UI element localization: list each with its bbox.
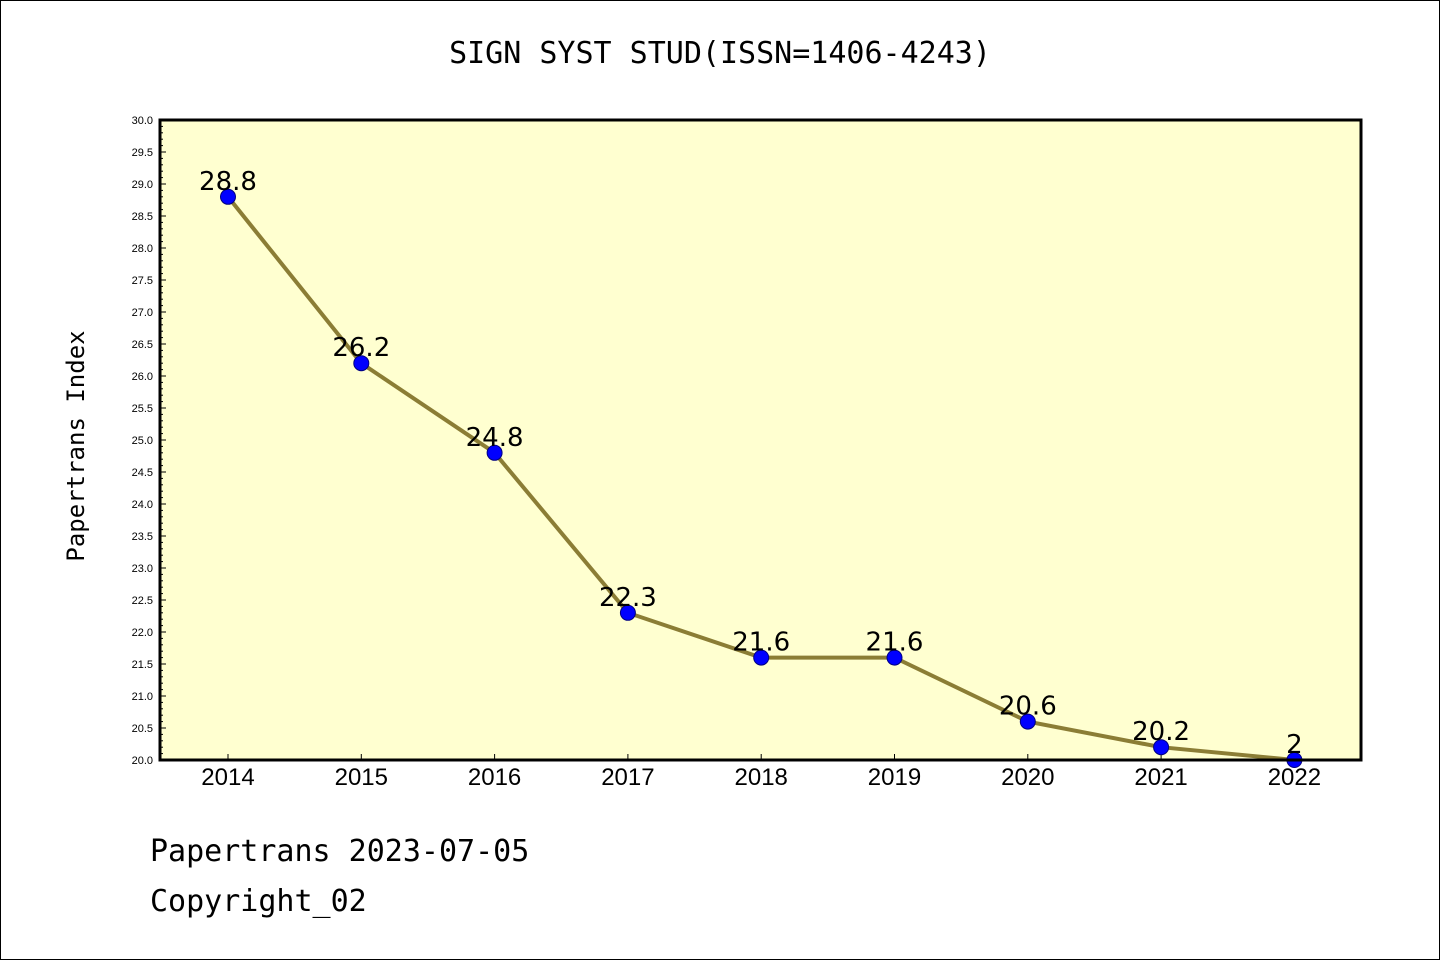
y-tick-label: 21.5 — [132, 659, 153, 671]
x-tick-label: 2014 — [201, 764, 254, 791]
y-tick-label: 23.0 — [132, 563, 153, 575]
x-tick-label: 2019 — [868, 764, 921, 791]
data-label: 20.6 — [999, 692, 1057, 722]
data-label: 21.6 — [732, 628, 790, 658]
y-tick-label: 27.0 — [132, 307, 153, 319]
y-tick-label: 26.5 — [132, 339, 153, 351]
y-tick-label: 28.5 — [132, 211, 153, 223]
data-point — [486, 444, 503, 461]
y-tick-label: 30.0 — [132, 115, 153, 127]
data-label: 2 — [1286, 730, 1303, 760]
data-point — [1019, 713, 1036, 730]
data-labels: 28.8 26.2 24.8 22.3 21.6 21.6 20.6 20.2 2 — [199, 167, 1303, 760]
x-tick-label: 2016 — [468, 764, 521, 791]
y-tick-label: 24.5 — [132, 467, 153, 479]
y-tick-label: 28.0 — [132, 243, 153, 255]
data-label: 28.8 — [199, 167, 257, 197]
data-markers — [220, 188, 1303, 768]
chart-title: SIGN SYST STUD(ISSN=1406-4243) — [449, 36, 991, 71]
data-point — [753, 649, 770, 666]
x-tick-label: 2022 — [1268, 764, 1321, 791]
data-point — [619, 604, 636, 621]
y-tick-label: 29.5 — [132, 147, 153, 159]
y-tick-label: 23.5 — [132, 531, 153, 543]
footer-date: Papertrans 2023-07-05 — [150, 834, 530, 869]
footer-copyright: Copyright_02 — [150, 884, 367, 919]
x-tick-label: 2020 — [1001, 764, 1054, 791]
y-tick-label: 22.0 — [132, 627, 153, 639]
y-tick-label: 20.5 — [132, 723, 153, 735]
x-tick-label: 2021 — [1134, 764, 1187, 791]
y-tick-label: 25.5 — [132, 403, 153, 415]
data-label: 20.2 — [1132, 717, 1190, 747]
y-tick-label: 26.0 — [132, 371, 153, 383]
data-label: 24.8 — [466, 423, 524, 453]
y-tick-label: 25.0 — [132, 435, 153, 447]
y-tick-label: 21.0 — [132, 691, 153, 703]
data-point — [353, 355, 370, 372]
x-tick-label: 2018 — [735, 764, 788, 791]
data-point — [1153, 739, 1170, 756]
y-tick-label: 22.5 — [132, 595, 153, 607]
y-tick-label: 27.5 — [132, 275, 153, 287]
y-tick-label: 29.0 — [132, 179, 153, 191]
data-label: 22.3 — [599, 583, 657, 613]
y-tick-label: 24.0 — [132, 499, 153, 511]
plot-border — [158, 118, 1363, 762]
data-label: 26.2 — [332, 333, 390, 363]
x-tick-label: 2017 — [601, 764, 654, 791]
data-point — [886, 649, 903, 666]
data-label: 21.6 — [866, 628, 924, 658]
x-tick-label: 2015 — [335, 764, 388, 791]
y-tick-label: 20.0 — [132, 755, 153, 767]
data-point — [220, 188, 236, 205]
x-axis-ticks: 2014 2015 2016 2017 2018 2019 2020 2021 2022 — [201, 754, 1321, 791]
